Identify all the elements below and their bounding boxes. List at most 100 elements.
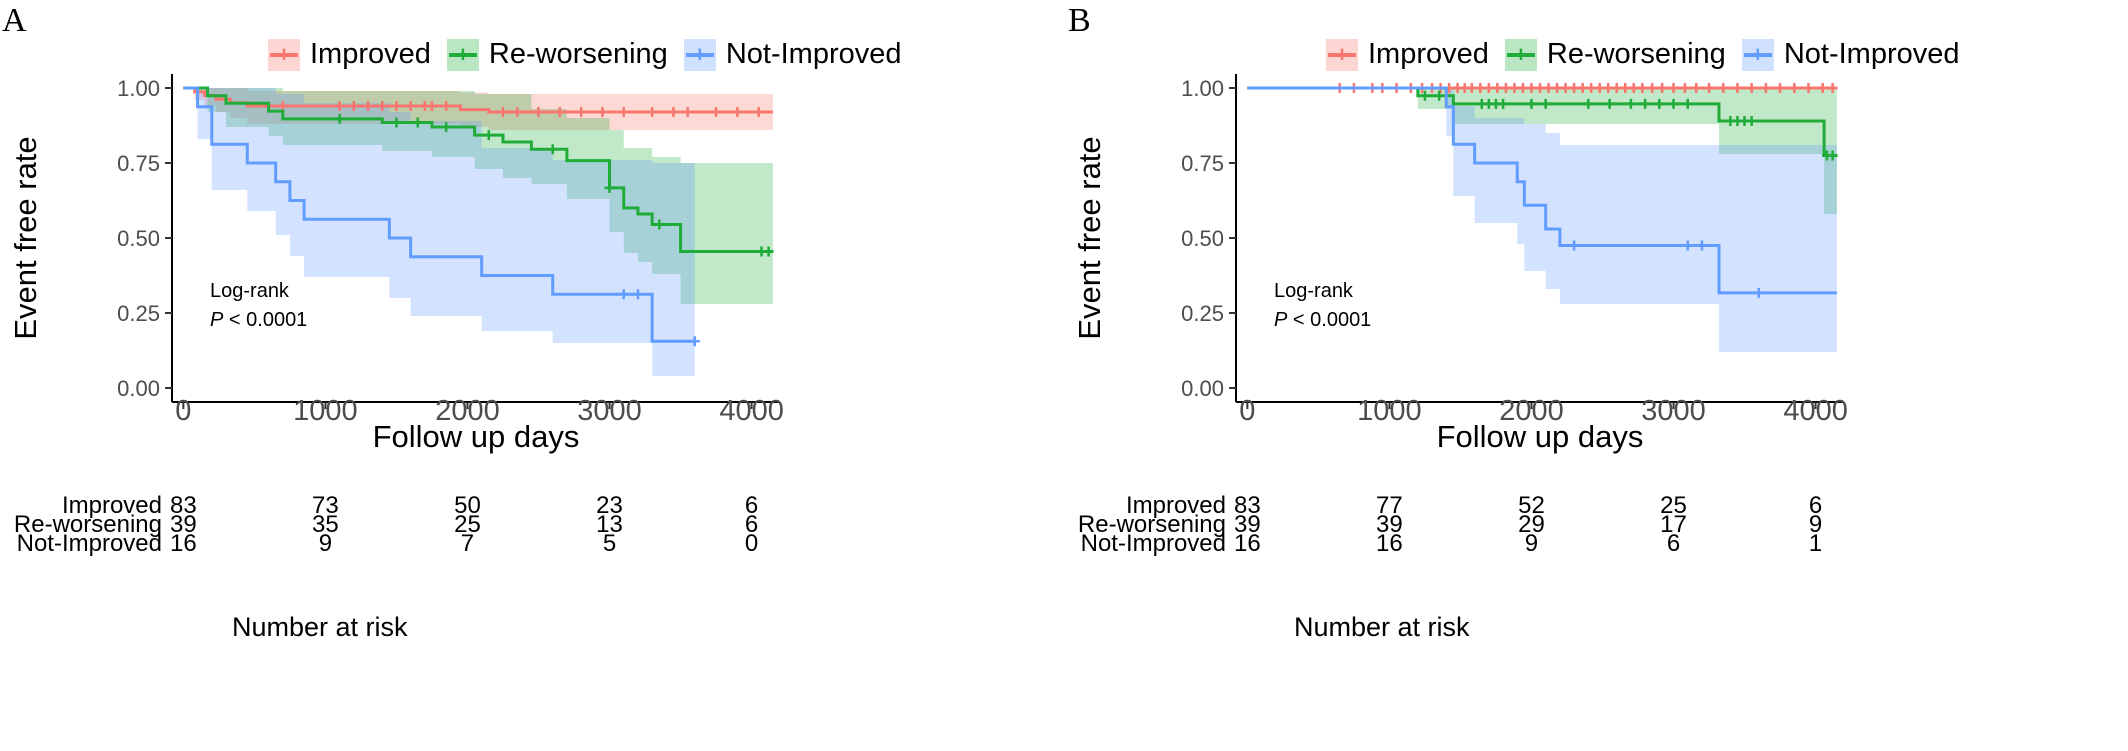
censor-mark xyxy=(1691,83,1702,93)
legend-key-improved: + xyxy=(1326,38,1358,71)
p-value-label: P < 0.0001 xyxy=(1274,309,1371,331)
censor-mark xyxy=(1760,83,1771,93)
censor-mark xyxy=(753,107,764,117)
censor-mark xyxy=(363,101,374,111)
y-tick-label: 0.25 xyxy=(117,301,160,326)
censor-mark xyxy=(1679,83,1690,93)
x-axis-label: Follow up days xyxy=(373,419,580,454)
x-tick-label: 1000 xyxy=(293,395,358,427)
risk-value: 1 xyxy=(1808,530,1823,557)
risk-value: 83 xyxy=(1234,492,1261,519)
censor-mark xyxy=(1526,83,1537,93)
y-tick-label: 0.50 xyxy=(1181,226,1224,251)
survival-curve-improved xyxy=(183,86,773,114)
censor-mark xyxy=(441,101,452,111)
risk-row-name: Not-Improved xyxy=(16,530,162,557)
censor-mark xyxy=(1483,83,1494,93)
risk-table-title: Number at risk xyxy=(232,612,408,642)
censor-mark xyxy=(377,101,388,111)
y-axis-label: Event free rate xyxy=(1072,136,1107,339)
censor-mark xyxy=(1628,83,1639,93)
x-tick-label: 4000 xyxy=(719,395,784,427)
censor-mark xyxy=(1668,83,1679,93)
ci-band-notimproved xyxy=(1247,88,1837,352)
risk-value: 13 xyxy=(596,511,623,538)
censor-mark xyxy=(576,107,587,117)
x-tick-label: 0 xyxy=(175,395,191,427)
ci-band-reworsening xyxy=(183,88,773,304)
y-axis-label: Event free rate xyxy=(8,136,43,339)
legend-line xyxy=(1743,52,1772,57)
censor-mark xyxy=(1540,98,1551,109)
censor-mark xyxy=(1746,116,1757,126)
risk-row-name: Re-worsening xyxy=(1077,511,1226,538)
x-tick-label: 2000 xyxy=(1499,395,1564,427)
x-tick-label: 0 xyxy=(1239,395,1255,427)
legend-item-not-improved: + Not-Improved xyxy=(1741,38,1960,71)
legend-line xyxy=(270,52,298,57)
censor-mark xyxy=(732,107,743,117)
censor-mark xyxy=(1543,83,1554,93)
censor-mark xyxy=(1535,83,1545,93)
censor-mark xyxy=(348,101,359,111)
censor-mark xyxy=(632,289,643,300)
legend-line xyxy=(1506,52,1535,57)
x-tick-label: 3000 xyxy=(577,395,642,427)
censor-mark xyxy=(618,289,629,300)
legend-item-not-improved: + Not-Improved xyxy=(683,38,901,71)
legend-label: Not-Improved xyxy=(1783,38,1960,70)
legend-key-not-improved: + xyxy=(1741,38,1774,71)
logrank-label: Log-rank xyxy=(210,280,290,302)
censor-mark xyxy=(1498,98,1509,109)
risk-value: 6 xyxy=(1808,492,1823,519)
legend-label: Re-worsening xyxy=(1546,38,1726,70)
risk-value: 9 xyxy=(1808,511,1823,538)
censor-mark xyxy=(1625,98,1636,109)
legend-label: Improved xyxy=(1368,38,1489,70)
legend-label: Re-worsening xyxy=(488,38,668,70)
y-tick-label: 1.00 xyxy=(117,76,160,101)
survival-curve-notimproved xyxy=(183,86,695,343)
legend-censor-mark: + xyxy=(1751,41,1765,67)
legend: + Improved + Re-worsening + Not-Improved xyxy=(1326,38,1959,71)
censor-mark xyxy=(1517,83,1528,93)
panel-label: B xyxy=(1068,2,1091,39)
censor-mark xyxy=(763,246,774,257)
legend-item-improved: + Improved xyxy=(1326,38,1489,71)
censor-mark xyxy=(654,219,665,230)
p-value: < 0.0001 xyxy=(1287,309,1371,331)
censor-mark xyxy=(1704,83,1715,93)
risk-value: 6 xyxy=(744,511,759,538)
legend-item-re-worsening: + Re-worsening xyxy=(446,38,668,71)
risk-row: Re-worsening 39 35 25 13 6 xyxy=(0,513,1064,537)
censor-mark xyxy=(1668,98,1679,109)
censor-mark xyxy=(1718,83,1729,93)
censor-mark xyxy=(647,107,658,117)
censor-mark xyxy=(554,107,565,117)
censor-mark xyxy=(1637,83,1648,93)
risk-row: Not-Improved 16 9 7 5 0 xyxy=(0,532,1064,556)
legend-key-improved: + xyxy=(268,38,300,71)
y-tick-label: 0.75 xyxy=(117,151,160,176)
censor-mark xyxy=(1827,150,1838,161)
risk-row: Re-worsening 39 39 29 17 9 xyxy=(1064,513,2128,537)
risk-value: 16 xyxy=(170,530,197,557)
censor-mark xyxy=(1583,98,1594,109)
risk-value: 9 xyxy=(318,530,333,557)
risk-value: 7 xyxy=(460,530,475,557)
y-tick-label: 1.00 xyxy=(1181,76,1224,101)
y-tick-label: 0.75 xyxy=(1181,151,1224,176)
censor-mark xyxy=(1586,83,1597,93)
risk-value: 5 xyxy=(602,530,617,557)
risk-row-name: Improved xyxy=(61,492,162,519)
panel-a: A + Improved + Re-worsening + Not-Improv… xyxy=(0,2,1064,642)
risk-row: Improved 83 77 52 25 6 xyxy=(1064,494,2128,518)
censor-mark xyxy=(1603,83,1614,93)
legend-key-not-improved: + xyxy=(683,38,716,71)
risk-value: 16 xyxy=(1376,530,1403,557)
legend-line xyxy=(685,52,714,57)
risk-value: 50 xyxy=(454,492,481,519)
censor-mark xyxy=(604,182,615,193)
censor-mark xyxy=(1604,98,1615,109)
logrank-label: Log-rank xyxy=(1274,280,1354,302)
